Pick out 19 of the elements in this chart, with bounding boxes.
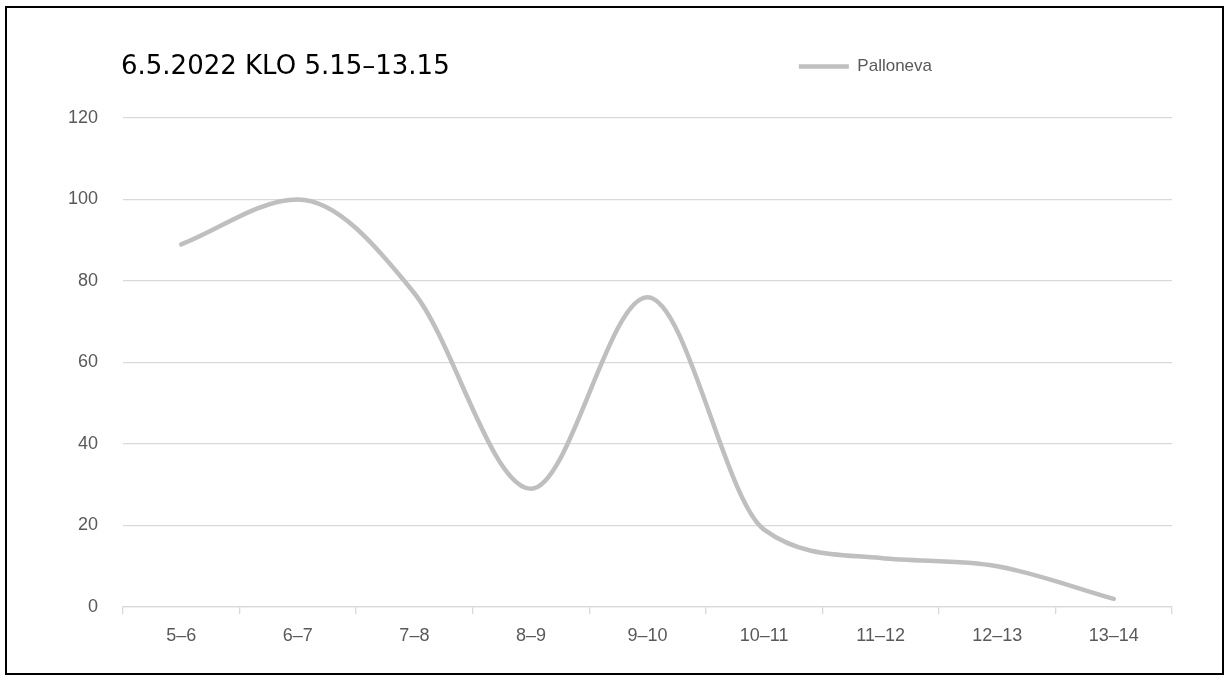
legend-label: Palloneva	[857, 56, 933, 76]
y-tick-label: 80	[77, 269, 98, 290]
y-tick-label: 20	[77, 514, 98, 535]
x-tick-label: 5–6	[166, 624, 197, 645]
y-tick-label: 60	[77, 351, 98, 372]
x-tick-label: 12–13	[972, 624, 1023, 645]
x-tick-label: 13–14	[1088, 624, 1139, 645]
chart-title: 6.5.2022 KLO 5.15–13.15	[121, 49, 450, 82]
line-series	[179, 197, 1116, 602]
x-tick-label: 10–11	[739, 624, 789, 645]
x-tick-label: 8–9	[515, 624, 546, 645]
y-tick-label: 100	[67, 188, 98, 209]
y-tick-label: 40	[77, 432, 98, 453]
y-tick-label: 120	[67, 106, 98, 127]
x-tick-label: 7–8	[399, 624, 430, 645]
x-tick-label: 6–7	[282, 624, 313, 645]
x-tick-label: 9–10	[627, 624, 668, 645]
x-tick-label: 11–12	[856, 624, 905, 645]
y-tick-label: 0	[87, 595, 98, 616]
